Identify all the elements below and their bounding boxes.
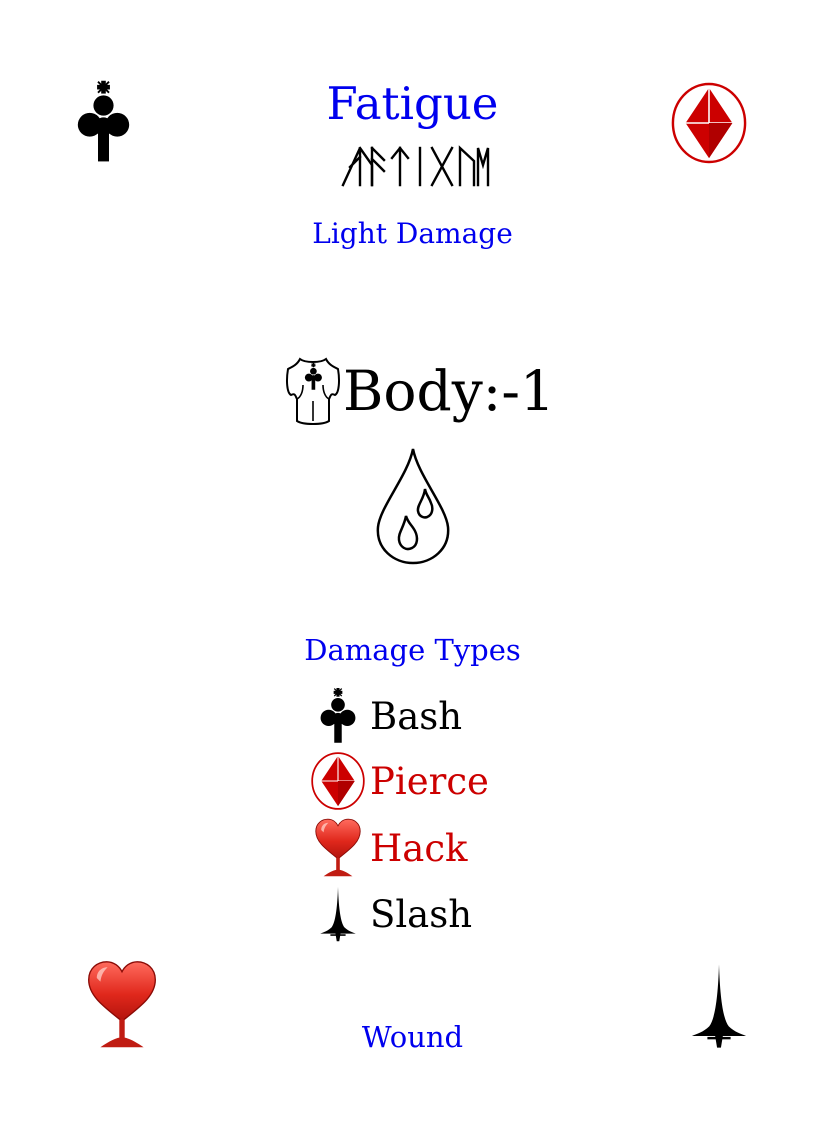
damage-type-label: Slash	[370, 892, 473, 936]
location-text: Body:-1	[343, 359, 555, 423]
diamond-icon	[310, 751, 366, 811]
blood-drop-icon	[372, 445, 454, 567]
club-icon	[310, 686, 366, 746]
spike-icon	[310, 884, 366, 944]
list-item: Pierce	[310, 751, 489, 811]
heart-goblet-icon	[310, 818, 366, 878]
subtitle: Light Damage	[312, 217, 513, 250]
list-item: Hack	[310, 818, 467, 878]
damage-types-heading: Damage Types	[304, 633, 521, 667]
damage-type-label: Pierce	[370, 759, 489, 803]
footer-label: Wound	[361, 1020, 464, 1054]
list-item: Slash	[310, 884, 472, 944]
rune-inscription	[340, 145, 490, 187]
card-title: Fatigue	[326, 77, 499, 130]
torso-club-icon	[283, 355, 343, 427]
damage-type-label: Bash	[370, 694, 463, 738]
location-line: Body:-1	[283, 355, 555, 427]
damage-type-label: Hack	[370, 826, 468, 870]
list-item: Bash	[310, 686, 462, 746]
